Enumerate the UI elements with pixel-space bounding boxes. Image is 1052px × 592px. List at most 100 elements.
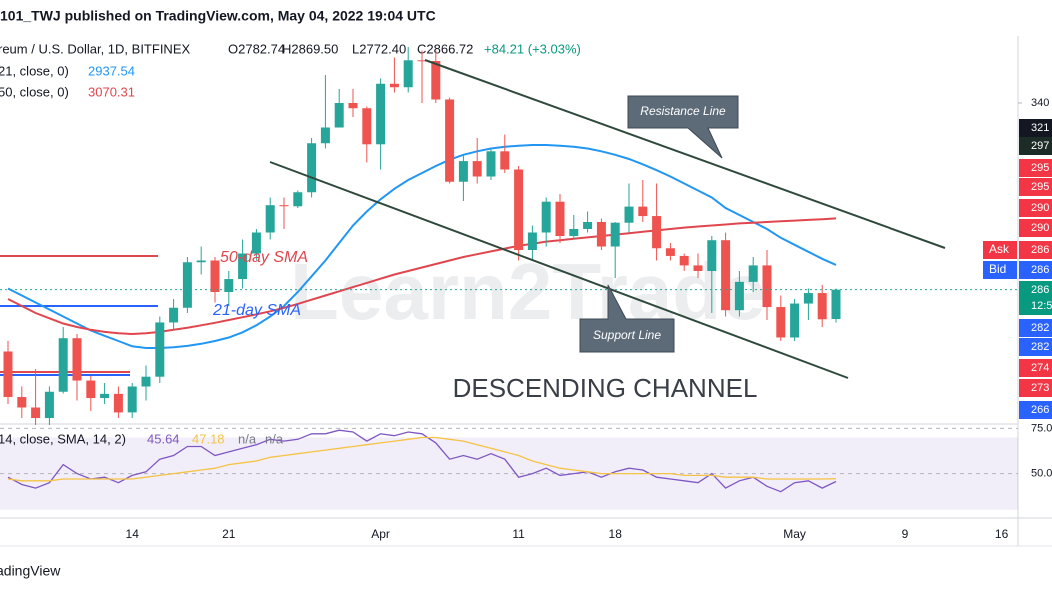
header: 101_TWJ published on TradingView.com, Ma… bbox=[0, 8, 436, 24]
watermark: Learn2Trade bbox=[290, 247, 766, 336]
candle-body bbox=[500, 151, 510, 170]
candle-body bbox=[403, 60, 413, 88]
price-tag-label: 273 bbox=[1031, 382, 1049, 394]
x-tick-label: Apr bbox=[371, 527, 390, 541]
candle-body bbox=[251, 232, 261, 254]
candle-body bbox=[707, 240, 717, 271]
sma-line bbox=[7, 217, 837, 336]
candle-body bbox=[776, 307, 786, 338]
quote-tag-name: Ask bbox=[989, 242, 1010, 256]
x-tick-label: 9 bbox=[902, 527, 909, 541]
price-tag-label: 266 bbox=[1031, 404, 1049, 416]
price-tag-label: 295 bbox=[1031, 162, 1049, 174]
candle-body bbox=[389, 83, 399, 88]
legend-ohlc: O2782.74 bbox=[228, 41, 285, 56]
x-tick-label: 11 bbox=[512, 527, 525, 541]
price-tag bbox=[1019, 137, 1052, 155]
candle-body bbox=[72, 338, 82, 381]
candle-body bbox=[472, 161, 482, 177]
candle-body bbox=[679, 255, 689, 266]
price-tag bbox=[1019, 281, 1052, 315]
candle-body bbox=[527, 232, 537, 250]
candle-body bbox=[555, 201, 565, 236]
candle-body bbox=[127, 386, 137, 413]
legend-ohlc: C2866.72 bbox=[417, 41, 473, 56]
price-tag bbox=[1019, 359, 1052, 377]
candle-body bbox=[610, 222, 620, 247]
candle-body bbox=[376, 83, 386, 145]
price-tag bbox=[1019, 159, 1052, 177]
annotation: 50-day SMA bbox=[220, 249, 308, 266]
candle-body bbox=[169, 307, 179, 323]
candle-body bbox=[486, 151, 496, 177]
channel-lower bbox=[269, 161, 849, 379]
price-tag-label: 297 bbox=[1031, 140, 1049, 152]
candle-body bbox=[348, 103, 358, 109]
annotation: DESCENDING CHANNEL bbox=[453, 373, 758, 403]
price-tag-label: 286 bbox=[1031, 244, 1049, 256]
price-tag-label: 295 bbox=[1031, 181, 1049, 193]
x-tick-label: 14 bbox=[126, 527, 140, 541]
legend-change: +84.21 (+3.03%) bbox=[484, 41, 581, 56]
annotation: Resistance Line bbox=[640, 104, 726, 118]
legend-overlay-value: 3070.31 bbox=[88, 84, 135, 99]
legend-symbol: reum / U.S. Dollar, 1D, BITFINEX bbox=[0, 41, 190, 56]
legend-ohlc: L2772.40 bbox=[352, 41, 406, 56]
candle-body bbox=[307, 143, 317, 193]
candle-body bbox=[279, 205, 289, 207]
x-tick-label: 18 bbox=[609, 527, 623, 541]
candle-body bbox=[817, 293, 827, 320]
price-tag-label: 290 bbox=[1031, 222, 1049, 234]
candle-body bbox=[182, 262, 192, 308]
rsi-legend: 14, close, SMA, 14, 2) bbox=[0, 431, 126, 446]
price-tag bbox=[1019, 319, 1052, 337]
annotation: 21-day SMA bbox=[212, 302, 301, 319]
candle-body bbox=[141, 376, 151, 387]
candle-body bbox=[734, 281, 744, 311]
candle-body bbox=[113, 393, 123, 413]
price-tag-label: 282 bbox=[1031, 322, 1049, 334]
callout-resistance bbox=[627, 95, 739, 159]
rsi-legend-value: 45.64 bbox=[147, 431, 180, 446]
quote-tag-name: Bid bbox=[989, 262, 1006, 276]
price-tag bbox=[1019, 178, 1052, 196]
x-tick-label: May bbox=[783, 527, 806, 541]
channel-upper bbox=[424, 59, 946, 249]
candle-body bbox=[265, 205, 275, 233]
candle-body bbox=[583, 222, 593, 229]
candle-body bbox=[748, 265, 758, 282]
candle-body bbox=[638, 206, 648, 217]
candle-body bbox=[320, 127, 330, 144]
price-tag-label: 274 bbox=[1031, 362, 1049, 374]
candle-body bbox=[100, 393, 110, 399]
candle-body bbox=[31, 407, 41, 418]
price-tag bbox=[1019, 119, 1052, 137]
candle-body bbox=[362, 108, 372, 145]
legend-ohlc: H2869.50 bbox=[282, 41, 338, 56]
sma-line bbox=[7, 144, 837, 349]
candle-body bbox=[293, 192, 303, 207]
candle-body bbox=[458, 161, 468, 182]
candle-body bbox=[44, 391, 54, 418]
candle-body bbox=[210, 260, 220, 292]
candle-body bbox=[762, 265, 772, 308]
price-tag bbox=[1019, 261, 1052, 279]
x-tick-label: 16 bbox=[995, 527, 1009, 541]
price-tag bbox=[1019, 401, 1052, 419]
rsi-legend-na: n/a bbox=[238, 431, 257, 446]
candle-body bbox=[790, 303, 800, 338]
price-tag-label: 286 bbox=[1031, 284, 1049, 296]
candle-body bbox=[445, 99, 455, 182]
price-tag bbox=[1019, 379, 1052, 397]
candle-body bbox=[417, 60, 427, 62]
candle-body bbox=[86, 380, 96, 399]
price-tag bbox=[1019, 199, 1052, 217]
price-tag bbox=[1019, 338, 1052, 356]
legend-overlay-name: 50, close, 0) bbox=[0, 84, 69, 99]
rsi-line bbox=[7, 429, 837, 493]
candle-body bbox=[17, 397, 27, 408]
legend-overlay-value: 2937.54 bbox=[88, 63, 135, 78]
candle-body bbox=[721, 240, 731, 311]
